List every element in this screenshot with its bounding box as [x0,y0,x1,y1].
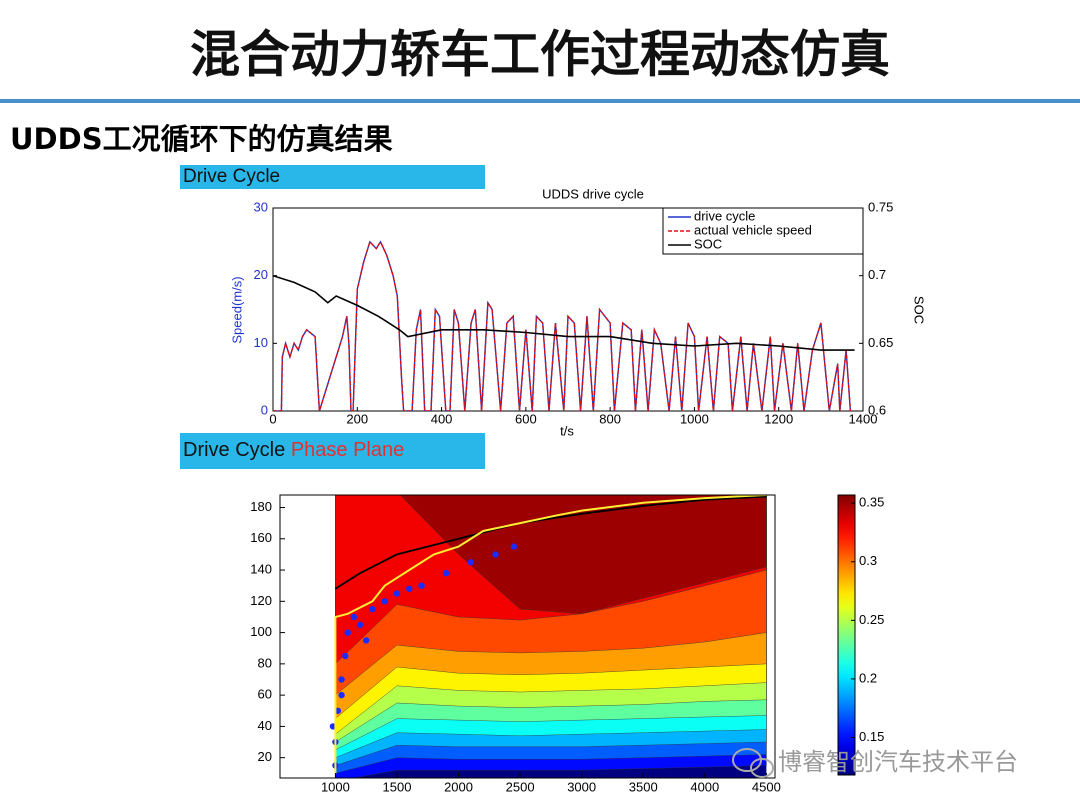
plot-frame [279,494,776,779]
scatter-point [344,629,351,636]
x-tick-label: 1200 [764,411,793,426]
series-group [273,240,855,411]
colorbar-tick-label: 0.15 [859,729,884,744]
x-tick-label: 3500 [629,779,658,794]
x-tick-label: 1400 [849,411,878,426]
y-tick-label: 160 [250,530,272,545]
y-tick-label: 140 [250,561,272,576]
x-tick-label: 600 [515,411,537,426]
legend-label: actual vehicle speed [694,222,812,237]
watermark-text: 博睿智创汽车技术平台 [778,748,1018,776]
x-tick-label: 400 [431,411,453,426]
y-tick-label: 20 [258,749,272,764]
colorbar-tick-label: 0.25 [859,612,884,627]
x-tick-label: 1000 [680,411,709,426]
y2-tick-label: 0.75 [868,199,893,214]
y-axis-label: Speed(m/s) [229,276,244,343]
y2-tick-label: 0.7 [868,267,886,282]
colorbar-tick-label: 0.35 [859,495,884,510]
x-tick-label: 3000 [567,779,596,794]
scatter-point [338,676,345,683]
scatter-point [492,551,499,558]
section-label-left: Drive Cycle [183,439,285,461]
x-tick-label: 4500 [752,779,781,794]
scatter-point [342,652,349,660]
y-tick-label: 0 [261,402,268,417]
x-tick-label: 200 [346,411,368,426]
y2-tick-label: 0.65 [868,335,893,350]
y-tick-label: 60 [258,687,272,702]
x-tick-label: 4000 [690,779,719,794]
scatter-point [406,585,413,593]
chart-title: UDDS drive cycle [542,186,644,201]
x-axis-label: t/s [560,423,574,438]
title-rule [0,99,1080,103]
operating-line [334,495,767,774]
y-tick-label: 30 [254,199,268,214]
section-label: Drive Cycle Phase Plane [183,439,404,461]
y2-tick-label: 0.6 [868,402,886,417]
x-tick-label: 2500 [506,779,535,794]
scatter-point [381,598,388,605]
watermark: 博睿智创汽车技术平台 [732,748,1018,778]
section-box [180,433,485,469]
x-tick-label: 1000 [321,779,350,794]
y2-axis-label: SOC [912,296,927,324]
colorbar [837,494,856,776]
legend-label: SOC [694,236,722,251]
y-tick-label: 40 [258,718,272,733]
watermark-icon [750,758,774,778]
section-label: Drive Cycle [183,166,280,187]
contour-band [399,495,767,615]
scatter-point [338,691,345,699]
section-box [180,165,485,189]
scatter-point [362,637,370,644]
scatter-point [510,543,518,550]
scatter-point [467,559,475,566]
y-tick-label: 10 [254,335,268,350]
y-tick-label: 100 [250,624,272,639]
series-line [273,240,852,411]
colorbar-tick-label: 0.2 [859,670,877,685]
scatter-point [393,590,401,597]
contour-group [329,495,767,778]
scatter-point [443,569,450,577]
subtitle: UDDS工况循环下的仿真结果 [10,122,393,156]
scatter-point [418,582,425,589]
scatter-point [356,621,364,628]
x-tick-label: 0 [269,411,276,426]
y-tick-label: 120 [250,593,272,608]
y-tick-label: 180 [250,499,272,514]
scatter-point [369,605,376,613]
scatter-point [350,613,358,621]
legend-label: drive cycle [694,208,755,223]
slide-title: 混合动力轿车工作过程动态仿真 [190,26,890,84]
x-tick-label: 2000 [444,779,473,794]
series-line [273,274,855,351]
y-tick-label: 20 [254,267,268,282]
colorbar-tick-label: 0.3 [859,553,877,568]
x-tick-label: 800 [599,411,621,426]
y-tick-label: 80 [258,655,272,670]
x-tick-label: 1500 [383,779,412,794]
legend-box [662,207,864,255]
section-label-right: Phase Plane [291,439,404,461]
